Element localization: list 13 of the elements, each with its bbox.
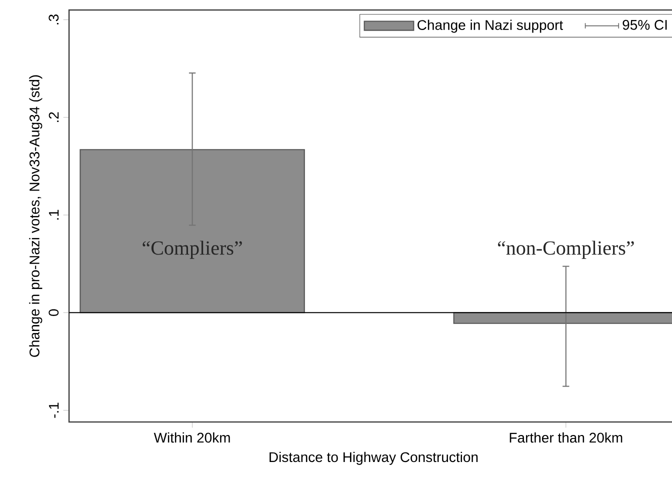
annotation: “Compliers” bbox=[142, 240, 242, 259]
x-tick-label: Within 20km bbox=[154, 432, 230, 443]
x-axis-title: Distance to Highway Construction bbox=[270, 452, 478, 465]
annotation: 95% CI bbox=[622, 20, 667, 30]
annotation: “non-Compliers” bbox=[498, 240, 634, 259]
y-tick-label: -.1 bbox=[48, 402, 59, 418]
x-tick-label: Farther than 20km bbox=[510, 432, 622, 443]
legend-label: Change in Nazi support bbox=[418, 20, 564, 33]
y-tick-label: .2 bbox=[48, 112, 59, 122]
y-tick-label: .1 bbox=[48, 210, 59, 220]
y-tick-label: .3 bbox=[48, 14, 59, 24]
y-axis-title: Change in pro-Nazi votes, Nov33-Aug34 (std) bbox=[29, 75, 42, 357]
y-tick-label: 0 bbox=[48, 309, 59, 316]
